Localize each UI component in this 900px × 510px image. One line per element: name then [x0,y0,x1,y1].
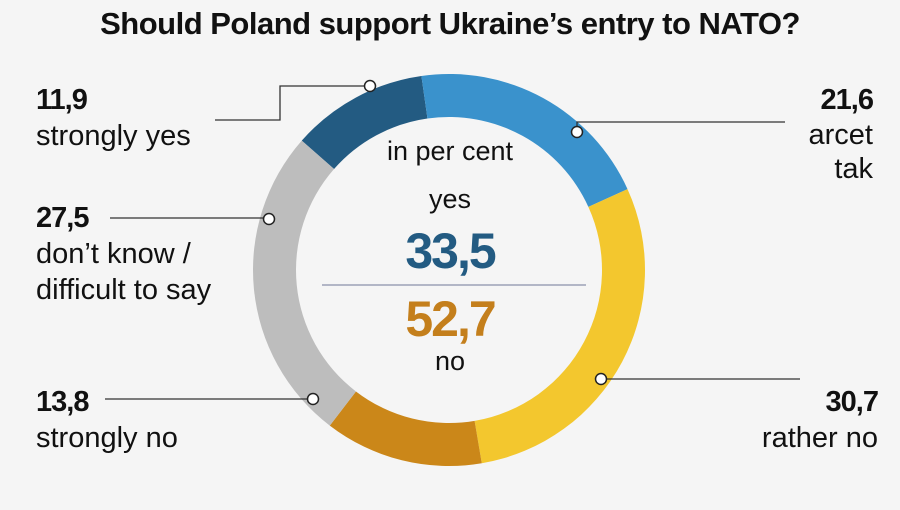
label-rather-no: 30,7 rather no [678,384,879,456]
no-label: no [434,346,466,376]
label-strongly-no: 13,8 strongly no [36,384,178,456]
text-strongly-no: strongly no [36,422,178,454]
text-rather-no: rather no [761,422,878,454]
text-rather-yes: arcet tak [808,119,873,185]
chart-title: Should Poland support Ukraine’s entry to… [100,6,800,41]
leader-dot [594,372,608,386]
label-rather-yes: 21,6 arcet tak [673,82,874,186]
donut-segment-rather-no [474,189,645,464]
value-strongly-yes: 11,9 [36,84,88,116]
donut-segment-strongly-no [329,391,482,466]
value-rather-yes: 21,6 [820,84,874,116]
yes-total: 33,5 [405,223,496,279]
no-total: 52,7 [405,291,496,347]
donut-segment-don-t-know-difficult-to-say [253,140,356,426]
yes-label: yes [428,184,472,214]
leader-dot [363,79,377,93]
label-strongly-yes: 11,9 strongly yes [36,82,191,154]
label-dont-know: 27,5 don’t know / difficult to say [36,200,236,308]
donut-segment-strongly-yes [301,75,428,170]
leader-dot [262,212,276,226]
unit-label: in per cent [386,136,514,166]
value-dont-know: 27,5 [36,202,89,234]
text-strongly-yes: strongly yes [36,120,191,152]
text-dont-know: don’t know / difficult to say [36,238,212,306]
leader-line-strongly-yes [215,85,370,121]
value-strongly-no: 13,8 [36,386,89,418]
leader-dot [306,392,320,406]
donut-segment-arcet-tak [421,74,628,207]
leader-dot [570,125,584,139]
value-rather-no: 30,7 [825,386,879,418]
